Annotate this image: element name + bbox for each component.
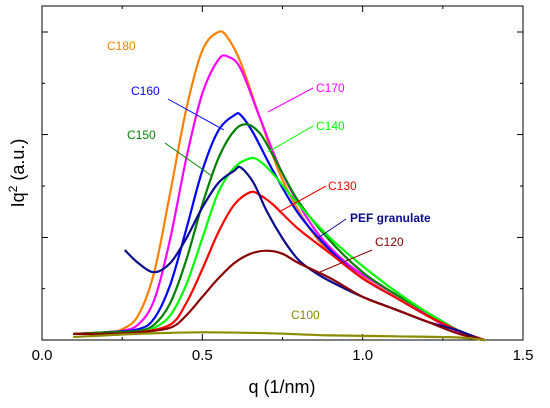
series-line-c160 [73, 111, 486, 342]
x-tick-label: 1.0 [352, 347, 373, 364]
series-label-c180: C180 [107, 39, 136, 53]
series-labels: C180 C170 C160 C150 C140 C130 PEF granulate C12… [107, 39, 431, 322]
series-layer [73, 30, 486, 342]
axis-ticks: 0.0 0.5 1.0 1.5 [32, 6, 534, 364]
label-leader-pef-granulate [317, 218, 347, 239]
label-leaders [164, 87, 373, 273]
x-tick-label: 0.0 [32, 347, 53, 364]
series-label-c120: C120 [375, 235, 404, 249]
label-leader-c130 [278, 185, 327, 213]
label-leader-c120 [319, 249, 373, 273]
series-label-c150: C150 [127, 128, 156, 142]
y-axis-title-units: (a.u.) [8, 139, 28, 186]
x-tick-label: 0.5 [192, 347, 213, 364]
series-label-c140: C140 [316, 119, 345, 133]
series-label-c160: C160 [131, 84, 160, 98]
series-line-c100 [73, 331, 486, 342]
series-label-c170: C170 [316, 81, 345, 95]
series-label-pef-granulate: PEF granulate [350, 211, 431, 225]
label-leader-c160 [167, 98, 225, 131]
series-line-c140 [73, 156, 486, 342]
series-line-c130 [73, 190, 486, 342]
series-label-c100: C100 [291, 308, 320, 322]
y-axis-title-main: Iq [8, 192, 28, 207]
series-label-c130: C130 [328, 179, 357, 193]
series-line-c180 [73, 30, 486, 342]
x-tick-label: 1.5 [513, 347, 534, 364]
label-leader-c170 [267, 87, 314, 113]
x-axis-title: q (1/nm) [248, 377, 315, 397]
series-line-c120 [73, 249, 486, 342]
label-leader-c150 [164, 142, 213, 177]
y-axis-title: Iq2 (a.u.) [6, 139, 28, 208]
y-axis-title-superscript: 2 [6, 185, 20, 192]
series-line-c150 [73, 123, 486, 342]
label-leader-c140 [267, 125, 314, 153]
